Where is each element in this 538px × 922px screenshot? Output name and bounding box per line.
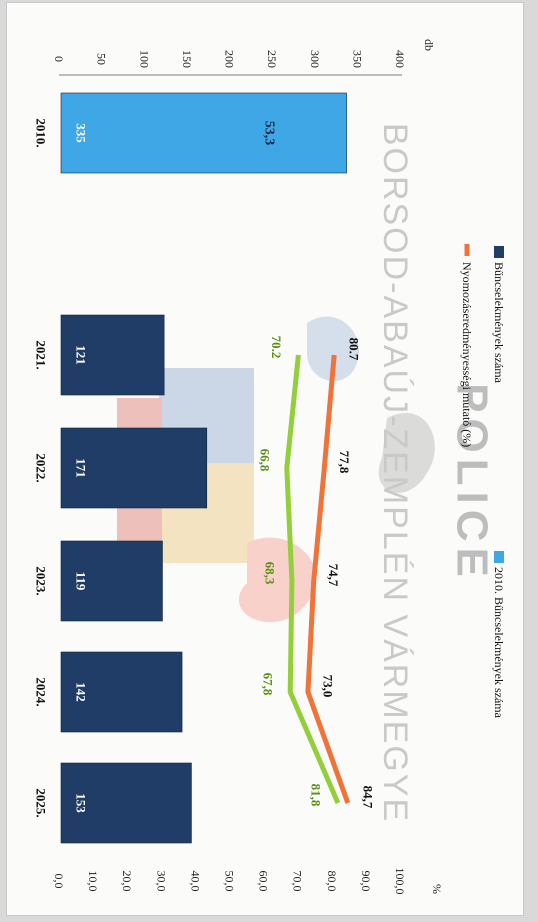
left-axis-tick: 150	[180, 50, 194, 68]
right-axis-tick: 40,0	[188, 871, 202, 892]
right-axis-tick: 100,0	[393, 868, 407, 895]
category-label: 2021.	[34, 340, 49, 369]
line-value-label: 80.7	[347, 338, 362, 361]
right-axis-tick: 0,0	[52, 874, 66, 889]
chart: BORSOD-ABAÚJ-ZEMPLÉN VÁRMEGYE POLICE 0 50 10…	[34, 39, 507, 895]
line-value-label: 77,8	[337, 451, 352, 474]
category-label: 2024.	[34, 677, 49, 706]
extra-value-label: 53,3	[262, 121, 277, 146]
legend-label: 2010. Bűncselekmények száma	[492, 567, 506, 719]
left-axis-tick: 400	[393, 50, 407, 68]
legend-label: Bűncselekmények száma	[492, 262, 506, 384]
left-axis-tick: 0	[52, 56, 66, 62]
right-axis-unit: %	[430, 884, 444, 894]
category-label: 2023.	[34, 566, 49, 595]
left-axis-tick: 300	[308, 50, 322, 68]
line-value-label: 66,8	[257, 449, 272, 472]
bar	[60, 651, 183, 733]
category-label: 2022.	[34, 453, 49, 482]
bar	[60, 540, 163, 622]
line-value-label: 81,8	[308, 784, 323, 807]
right-axis-tick: 70,0	[291, 871, 305, 892]
eagle-watermark	[378, 413, 435, 493]
series-line	[284, 354, 341, 804]
bar	[60, 92, 347, 174]
left-axis-tick: 100	[137, 50, 151, 68]
left-axis-tick: 250	[265, 50, 279, 68]
coat-of-arms-watermark	[117, 316, 435, 623]
left-axis-tick: 350	[350, 50, 364, 68]
bar-value-label: 142	[74, 682, 89, 702]
legend-label: Nyomozáseredményességi mutató (%)	[460, 262, 474, 447]
legend-swatch	[494, 551, 504, 563]
bar	[60, 762, 192, 844]
right-axis-tick: 60,0	[257, 871, 271, 892]
bar	[60, 427, 208, 509]
watermark-county-text: BORSOD-ABAÚJ-ZEMPLÉN VÁRMEGYE	[376, 123, 414, 823]
category-label: 2025.	[34, 788, 49, 817]
right-axis-tick: 20,0	[120, 871, 134, 892]
line-value-label: 70.2	[269, 336, 284, 359]
right-axis-tick: 10,0	[86, 871, 100, 892]
bar	[60, 314, 165, 396]
line-value-label: 68,3	[262, 562, 277, 585]
bar-value-label: 335	[74, 123, 89, 143]
left-axis-unit: db	[422, 39, 436, 51]
bar-value-label: 121	[74, 345, 89, 365]
mantle-top-watermark	[307, 316, 359, 382]
line-value-label: 73,0	[320, 675, 335, 698]
right-axis-tick: 80,0	[325, 871, 339, 892]
right-axis-tick: 30,0	[154, 871, 168, 892]
line-value-label: 74,7	[326, 564, 341, 587]
left-axis-tick: 200	[223, 50, 237, 68]
mantle-bottom-watermark	[238, 537, 317, 623]
line-value-label: 84,7	[360, 786, 375, 809]
watermark-police-text: POLICE	[448, 383, 497, 583]
bar-value-label: 153	[74, 793, 89, 813]
right-axis-tick: 90,0	[359, 871, 373, 892]
category-label: 2010.	[34, 118, 49, 147]
series-line	[305, 354, 351, 804]
right-axis-tick: 50,0	[223, 871, 237, 892]
left-axis-tick: 50	[95, 53, 109, 65]
chart-page: BORSOD-ABAÚJ-ZEMPLÉN VÁRMEGYE POLICE 0 50 10…	[6, 2, 524, 916]
legend-swatch	[494, 246, 504, 258]
line-value-label: 67,8	[261, 673, 276, 696]
bar-value-label: 171	[74, 458, 89, 478]
bar-value-label: 119	[74, 572, 89, 591]
